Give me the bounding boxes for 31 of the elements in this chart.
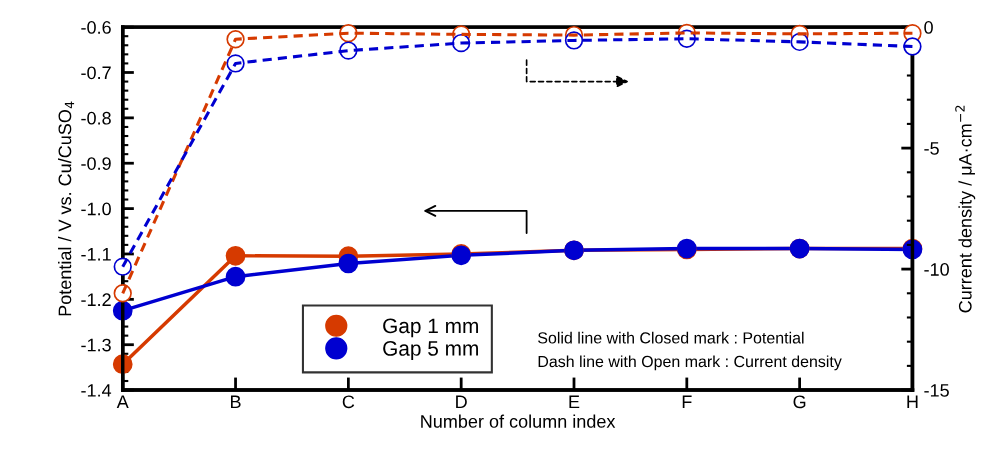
legend-label: Gap 1 mm — [383, 318, 478, 338]
x-tick-label: H — [907, 395, 918, 409]
point — [225, 245, 246, 266]
y-axis-title: Potential / V vs. Cu/CuSO$_{4}$ — [58, 101, 75, 316]
point — [338, 253, 359, 274]
y-tick-label: -0.7 — [81, 66, 111, 80]
y-tick-label: -1.2 — [81, 293, 111, 306]
y2-tick-label: -5 — [924, 142, 939, 155]
x-tick-label: D — [456, 395, 467, 409]
x-tick-label: A — [116, 395, 129, 409]
y2-tick-label: -10 — [924, 263, 949, 276]
annotation: Dash line with Open mark : Current density — [538, 355, 842, 371]
x-tick-label: G — [793, 395, 806, 409]
x-tick-label: F — [682, 395, 692, 409]
x-tick-label: B — [231, 395, 241, 409]
annotation: Solid line with Closed mark : Potential — [538, 331, 804, 344]
x-axis-title: Number of column index — [421, 414, 616, 428]
y2-axis-title: Current density / μA·cm$^{−2}$ — [955, 105, 976, 313]
x-tick-label: C — [342, 395, 355, 409]
y-tick-label: -0.6 — [81, 21, 111, 34]
y-tick-label: -1.1 — [81, 248, 111, 261]
x-tick-label: E — [569, 395, 580, 409]
y2-tick-label: 0 — [924, 21, 933, 34]
legend-label: Gap 5 mm — [383, 341, 478, 360]
y-tick-label: -1.4 — [81, 384, 112, 397]
y-tick-label: -1.3 — [81, 338, 111, 352]
y-tick-label: -0.8 — [81, 111, 111, 125]
y-tick-label: -0.9 — [81, 157, 111, 170]
y-tick-label: -1.0 — [81, 202, 111, 216]
point — [225, 266, 246, 287]
y2-tick-label: -15 — [924, 384, 949, 397]
